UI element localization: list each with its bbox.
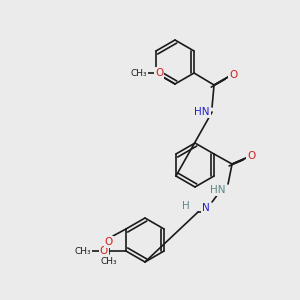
Text: CH₃: CH₃	[100, 257, 117, 266]
Text: O: O	[229, 70, 237, 80]
Text: CH₃: CH₃	[75, 247, 91, 256]
Text: H: H	[182, 201, 190, 211]
Text: N: N	[202, 203, 210, 213]
Text: HN: HN	[210, 185, 226, 195]
Text: O: O	[155, 68, 163, 78]
Text: O: O	[105, 237, 113, 247]
Text: O: O	[247, 151, 255, 161]
Text: CH₃: CH₃	[131, 68, 147, 77]
Text: HN: HN	[194, 107, 210, 117]
Text: O: O	[100, 246, 108, 256]
